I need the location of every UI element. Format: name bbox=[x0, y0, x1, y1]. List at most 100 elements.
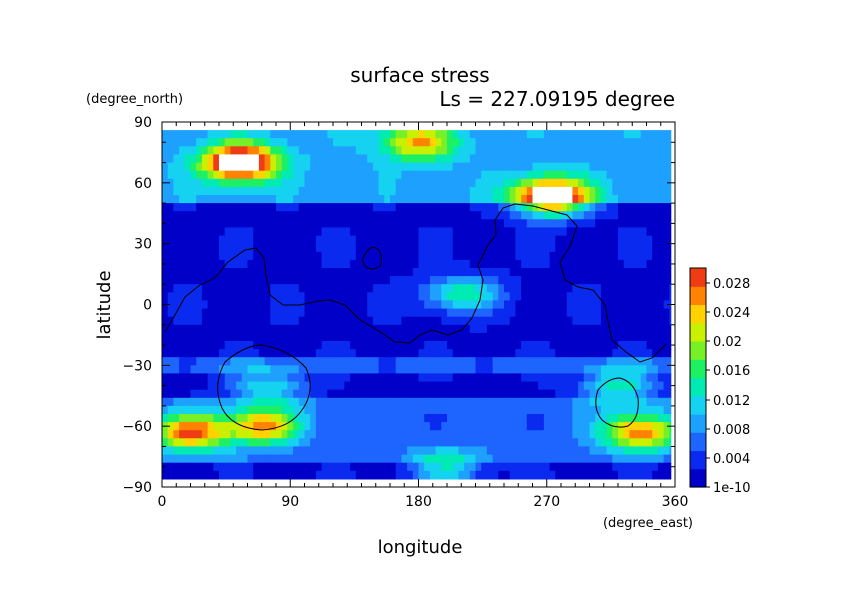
heat-cell bbox=[521, 154, 528, 164]
heat-cell bbox=[532, 211, 539, 220]
heat-cell bbox=[213, 381, 220, 391]
heat-cell bbox=[623, 154, 630, 164]
heat-cell bbox=[355, 259, 363, 269]
heat-cell bbox=[412, 284, 420, 293]
heat-cell bbox=[298, 243, 306, 253]
heat-cell bbox=[606, 365, 613, 374]
heat-cell bbox=[350, 389, 357, 399]
heat-cell bbox=[162, 470, 169, 480]
heat-cell bbox=[561, 446, 568, 456]
heat-cell bbox=[464, 146, 471, 155]
heat-cell bbox=[578, 154, 585, 164]
heat-cell bbox=[549, 162, 556, 172]
heat-cell bbox=[264, 292, 271, 301]
heat-cell bbox=[424, 381, 431, 391]
heat-cell bbox=[304, 243, 311, 253]
heat-cell bbox=[424, 446, 431, 456]
heat-cell bbox=[543, 422, 551, 431]
heat-cell bbox=[583, 211, 591, 220]
heat-cell bbox=[618, 405, 625, 415]
heat-cell bbox=[412, 462, 420, 472]
heat-cell bbox=[498, 243, 505, 253]
heat-cell bbox=[401, 243, 408, 253]
heat-cell bbox=[355, 162, 363, 172]
heat-cell bbox=[270, 300, 277, 310]
heat-cell bbox=[372, 170, 380, 180]
heat-cell bbox=[543, 446, 551, 456]
heat-cell bbox=[521, 276, 528, 285]
heat-cell bbox=[492, 251, 499, 261]
heat-cell bbox=[486, 405, 494, 415]
heat-cell bbox=[566, 259, 573, 269]
heat-cell bbox=[258, 300, 266, 310]
heat-cell bbox=[293, 454, 300, 464]
heat-cell bbox=[276, 470, 283, 480]
heat-cell bbox=[213, 186, 220, 196]
heat-cell bbox=[287, 219, 294, 228]
heat-cell bbox=[543, 284, 551, 293]
heat-cell bbox=[418, 170, 425, 180]
heat-cell bbox=[236, 357, 243, 366]
heat-cell bbox=[310, 251, 317, 261]
heat-cell bbox=[162, 227, 169, 237]
heat-cell bbox=[361, 178, 368, 188]
heat-cell bbox=[509, 332, 516, 342]
heat-cell bbox=[333, 349, 340, 358]
heat-cell bbox=[521, 162, 528, 172]
heat-cell bbox=[247, 308, 254, 318]
heat-cell bbox=[298, 357, 306, 366]
heat-cell bbox=[407, 170, 414, 180]
heat-cell bbox=[646, 332, 653, 342]
heat-cell bbox=[424, 292, 431, 301]
heat-cell bbox=[663, 227, 670, 237]
heat-cell bbox=[623, 414, 630, 423]
heat-cell bbox=[304, 227, 311, 237]
heat-cell bbox=[247, 381, 254, 391]
heat-cell bbox=[435, 227, 442, 237]
heat-cell bbox=[572, 365, 579, 374]
heat-cell bbox=[629, 397, 636, 407]
heat-cell bbox=[350, 470, 357, 480]
heat-cell bbox=[652, 397, 659, 407]
heat-cell bbox=[669, 195, 672, 204]
heat-cell bbox=[395, 454, 402, 464]
heat-cell bbox=[390, 430, 397, 439]
heat-cell bbox=[321, 454, 328, 464]
heat-cell bbox=[293, 227, 300, 237]
heat-cell bbox=[589, 373, 596, 383]
heat-cell bbox=[196, 454, 203, 464]
heat-cell bbox=[338, 251, 345, 261]
heat-cell bbox=[589, 243, 596, 253]
heat-cell bbox=[555, 251, 562, 261]
heat-cell bbox=[298, 422, 306, 431]
heat-cell bbox=[458, 397, 465, 407]
heat-cell bbox=[241, 138, 249, 147]
heat-cell bbox=[464, 405, 471, 415]
heat-cell bbox=[304, 446, 311, 456]
heat-cell bbox=[612, 300, 619, 310]
heat-cell bbox=[652, 341, 659, 350]
heat-cell bbox=[207, 243, 214, 253]
heat-cell bbox=[350, 341, 357, 350]
heat-cell bbox=[435, 219, 442, 228]
heat-cell bbox=[566, 292, 573, 301]
heat-cell bbox=[236, 349, 243, 358]
heat-cell bbox=[595, 438, 602, 447]
heat-cell bbox=[646, 381, 653, 391]
heat-cell bbox=[190, 292, 197, 301]
heat-cell bbox=[327, 211, 334, 220]
heat-cell bbox=[481, 438, 488, 447]
heat-cell bbox=[378, 251, 385, 261]
heat-cell bbox=[475, 308, 482, 318]
heat-cell bbox=[418, 430, 425, 439]
heat-cell bbox=[532, 219, 539, 228]
heat-cell bbox=[304, 438, 311, 447]
heat-cell bbox=[207, 341, 214, 350]
heat-cell bbox=[538, 300, 545, 310]
heat-cell bbox=[623, 259, 630, 269]
heat-cell bbox=[566, 300, 573, 310]
heat-cell bbox=[298, 154, 306, 164]
heat-cell bbox=[401, 446, 408, 456]
heat-cell bbox=[184, 389, 192, 399]
heat-cell bbox=[162, 316, 169, 326]
